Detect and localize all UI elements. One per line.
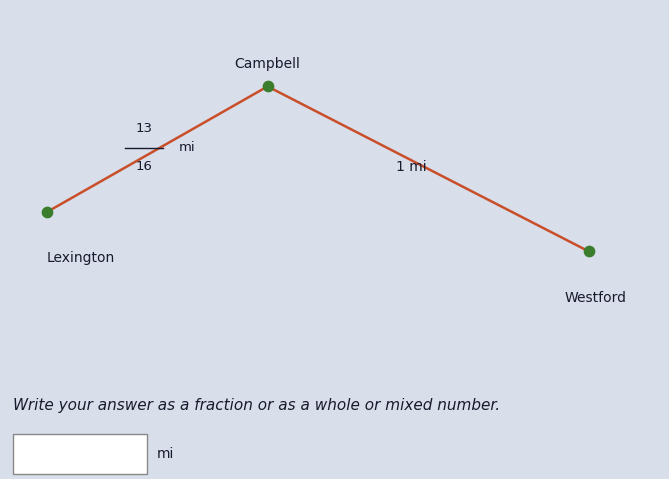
Text: Lexington: Lexington (47, 251, 115, 265)
Text: 1 mi: 1 mi (396, 160, 427, 174)
Text: Campbell: Campbell (235, 57, 300, 71)
Text: 16: 16 (135, 160, 153, 173)
Point (583, 248, 594, 255)
Text: Write your answer as a fraction or as a whole or mixed number.: Write your answer as a fraction or as a … (13, 398, 500, 412)
Point (262, 82, 273, 90)
Text: 13: 13 (135, 122, 153, 135)
Text: Westford: Westford (565, 291, 626, 305)
Text: mi: mi (157, 447, 175, 461)
FancyBboxPatch shape (13, 434, 147, 474)
Point (41, 208, 52, 216)
Text: mi: mi (179, 141, 195, 154)
